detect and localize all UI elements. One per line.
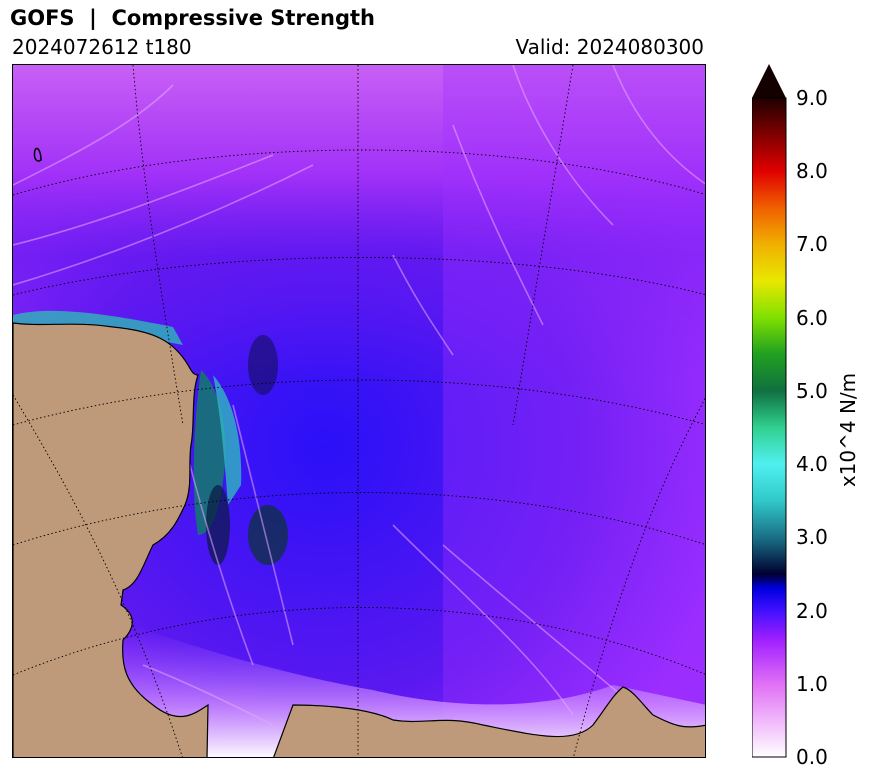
ice-field-east	[443, 65, 705, 757]
colorbar-gradient	[751, 97, 787, 758]
run-label: 2024072612 t180	[12, 35, 192, 59]
colorbar-svg	[751, 64, 787, 758]
chart-title: GOFS | Compressive Strength	[10, 6, 375, 30]
colorbar-tick-label: 3.0	[796, 525, 828, 550]
strong-ice-patch	[206, 485, 230, 565]
colorbar-label: x10^4 N/m	[836, 372, 860, 488]
graticule	[13, 65, 705, 757]
colorbar-tick-label: 1.0	[796, 671, 828, 696]
land-west	[13, 322, 209, 757]
colorbar-tick-label: 9.0	[796, 86, 828, 110]
island-outline	[33, 147, 42, 162]
colorbar-tick-label: 8.0	[796, 159, 828, 184]
map-svg	[13, 65, 705, 757]
ridge-lines	[13, 65, 705, 726]
land-south	[273, 686, 705, 757]
valid-time-label: Valid: 2024080300	[515, 35, 704, 59]
strong-ice-highlight	[213, 375, 242, 505]
strong-ice-patch	[248, 335, 278, 395]
colorbar-tick-label: 5.0	[796, 378, 828, 403]
colorbar-tick-label: 6.0	[796, 305, 828, 330]
map-panel	[12, 64, 706, 758]
colorbar	[751, 64, 792, 758]
strong-ice-patch	[248, 505, 288, 565]
colorbar-tick-label: 4.0	[796, 452, 828, 477]
colorbar-tick-label: 0.0	[796, 745, 828, 769]
colorbar-extend-arrow	[752, 64, 786, 98]
colorbar-tick-label: 7.0	[796, 232, 828, 257]
colorbar-tick-label: 2.0	[796, 598, 828, 623]
